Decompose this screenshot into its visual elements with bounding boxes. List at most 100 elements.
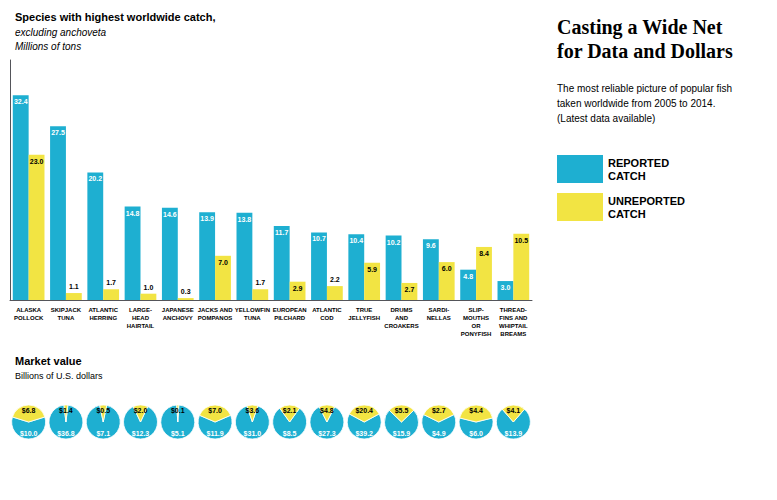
svg-text:$0.1: $0.1 bbox=[171, 407, 185, 415]
svg-text:4.8: 4.8 bbox=[463, 273, 473, 280]
svg-text:$11.9: $11.9 bbox=[207, 430, 224, 438]
svg-text:2.7: 2.7 bbox=[405, 286, 415, 293]
svg-text:1.0: 1.0 bbox=[144, 284, 154, 291]
svg-text:CATCH: CATCH bbox=[608, 170, 646, 182]
svg-text:CATCH: CATCH bbox=[608, 208, 646, 220]
svg-text:$7.1: $7.1 bbox=[96, 430, 110, 438]
svg-text:$31.0: $31.0 bbox=[244, 430, 262, 438]
svg-text:$2.0: $2.0 bbox=[134, 407, 148, 415]
svg-text:AND: AND bbox=[395, 315, 409, 321]
svg-text:ALASKA: ALASKA bbox=[16, 307, 42, 313]
svg-text:PONYFISH: PONYFISH bbox=[461, 331, 492, 337]
svg-text:$39.2: $39.2 bbox=[355, 430, 373, 438]
svg-text:OR: OR bbox=[472, 323, 482, 329]
svg-text:1.1: 1.1 bbox=[69, 283, 79, 290]
svg-text:THREAD-: THREAD- bbox=[500, 307, 527, 313]
svg-text:(Latest data available): (Latest data available) bbox=[557, 113, 655, 124]
svg-text:FINS AND: FINS AND bbox=[499, 315, 528, 321]
svg-text:excluding anchoveta: excluding anchoveta bbox=[15, 27, 107, 38]
svg-text:$36.8: $36.8 bbox=[57, 430, 75, 438]
svg-text:SKIPJACK: SKIPJACK bbox=[51, 307, 82, 313]
svg-text:BREAMS: BREAMS bbox=[500, 331, 526, 337]
svg-text:Species with highest worldwide: Species with highest worldwide catch, bbox=[15, 11, 216, 23]
svg-text:TRUE: TRUE bbox=[356, 307, 372, 313]
svg-text:2.2: 2.2 bbox=[330, 276, 340, 283]
svg-text:ATLANTIC: ATLANTIC bbox=[312, 307, 342, 313]
svg-text:10.4: 10.4 bbox=[349, 237, 363, 244]
svg-text:$1.4: $1.4 bbox=[59, 407, 73, 415]
svg-text:$3.6: $3.6 bbox=[246, 407, 260, 415]
svg-text:JELLYFISH: JELLYFISH bbox=[348, 315, 380, 321]
svg-text:8.4: 8.4 bbox=[479, 250, 489, 257]
svg-text:27.5: 27.5 bbox=[51, 129, 65, 136]
svg-text:14.8: 14.8 bbox=[126, 210, 140, 217]
svg-text:JACKS AND: JACKS AND bbox=[198, 307, 233, 313]
svg-text:for Data and Dollars: for Data and Dollars bbox=[557, 40, 733, 62]
svg-text:TUNA: TUNA bbox=[244, 315, 261, 321]
svg-text:taken worldwide from 2005 to 2: taken worldwide from 2005 to 2014. bbox=[557, 98, 715, 109]
svg-text:HAIRTAIL: HAIRTAIL bbox=[127, 323, 155, 329]
svg-text:10.5: 10.5 bbox=[514, 237, 528, 244]
svg-text:32.4: 32.4 bbox=[14, 98, 28, 105]
svg-text:1.7: 1.7 bbox=[106, 279, 116, 286]
svg-text:$10.0: $10.0 bbox=[20, 430, 38, 438]
svg-text:MOUTHS: MOUTHS bbox=[463, 315, 489, 321]
svg-text:ANCHOVY: ANCHOVY bbox=[163, 315, 193, 321]
svg-text:COD: COD bbox=[320, 315, 334, 321]
svg-text:LARGE-: LARGE- bbox=[129, 307, 152, 313]
svg-text:Market value: Market value bbox=[15, 355, 82, 367]
svg-text:$4.4: $4.4 bbox=[469, 407, 483, 415]
svg-text:13.9: 13.9 bbox=[200, 215, 214, 222]
svg-text:$12.3: $12.3 bbox=[132, 430, 150, 438]
svg-text:$5.1: $5.1 bbox=[171, 430, 185, 438]
svg-text:Billions of U.S. dollars: Billions of U.S. dollars bbox=[15, 371, 103, 381]
svg-text:6.0: 6.0 bbox=[442, 265, 452, 272]
svg-text:23.0: 23.0 bbox=[30, 158, 44, 165]
svg-text:0.3: 0.3 bbox=[181, 288, 191, 295]
svg-text:2.9: 2.9 bbox=[293, 285, 303, 292]
svg-text:$20.4: $20.4 bbox=[355, 407, 373, 415]
svg-text:9.6: 9.6 bbox=[426, 242, 436, 249]
svg-text:DRUMS: DRUMS bbox=[391, 307, 413, 313]
svg-text:JAPANESE: JAPANESE bbox=[162, 307, 194, 313]
svg-text:$8.5: $8.5 bbox=[283, 430, 297, 438]
svg-text:$2.1: $2.1 bbox=[283, 407, 297, 415]
svg-text:Casting a Wide Net: Casting a Wide Net bbox=[557, 16, 723, 39]
svg-text:1.7: 1.7 bbox=[255, 279, 265, 286]
svg-text:11.7: 11.7 bbox=[275, 229, 288, 236]
svg-text:HERRING: HERRING bbox=[89, 315, 117, 321]
svg-text:3.0: 3.0 bbox=[501, 284, 511, 291]
svg-text:Millions of tons: Millions of tons bbox=[15, 41, 81, 52]
svg-text:14.6: 14.6 bbox=[163, 211, 177, 218]
svg-text:$4.1: $4.1 bbox=[507, 407, 521, 415]
svg-text:13.8: 13.8 bbox=[238, 216, 252, 223]
svg-text:The most reliable picture of p: The most reliable picture of popular fis… bbox=[557, 83, 732, 94]
svg-text:$13.9: $13.9 bbox=[505, 430, 523, 438]
svg-text:$6.8: $6.8 bbox=[22, 407, 36, 415]
svg-text:10.2: 10.2 bbox=[387, 239, 401, 246]
svg-text:5.9: 5.9 bbox=[367, 266, 377, 273]
svg-text:YELLOWFIN: YELLOWFIN bbox=[235, 307, 270, 313]
svg-text:PILCHARD: PILCHARD bbox=[274, 315, 306, 321]
svg-text:$5.5: $5.5 bbox=[395, 407, 409, 415]
svg-text:UNREPORTED: UNREPORTED bbox=[608, 195, 685, 207]
svg-text:POLLOCK: POLLOCK bbox=[14, 315, 44, 321]
svg-text:7.0: 7.0 bbox=[218, 259, 228, 266]
svg-text:SLIP-: SLIP- bbox=[468, 307, 483, 313]
svg-text:20.2: 20.2 bbox=[88, 175, 102, 182]
svg-text:$4.9: $4.9 bbox=[432, 430, 446, 438]
svg-text:HEAD: HEAD bbox=[132, 315, 150, 321]
svg-text:REPORTED: REPORTED bbox=[608, 157, 669, 169]
svg-text:CROAKERS: CROAKERS bbox=[384, 323, 418, 329]
svg-text:$2.7: $2.7 bbox=[432, 407, 446, 415]
svg-text:POMPANOS: POMPANOS bbox=[198, 315, 233, 321]
svg-text:ATLANTIC: ATLANTIC bbox=[88, 307, 118, 313]
svg-text:10.7: 10.7 bbox=[312, 235, 326, 242]
svg-text:SARDI-: SARDI- bbox=[428, 307, 449, 313]
svg-text:TUNA: TUNA bbox=[58, 315, 75, 321]
svg-text:$27.3: $27.3 bbox=[318, 430, 336, 438]
svg-text:EUROPEAN: EUROPEAN bbox=[273, 307, 307, 313]
svg-text:$7.0: $7.0 bbox=[208, 407, 222, 415]
svg-text:NELLAS: NELLAS bbox=[427, 315, 451, 321]
svg-text:$4.8: $4.8 bbox=[320, 407, 334, 415]
